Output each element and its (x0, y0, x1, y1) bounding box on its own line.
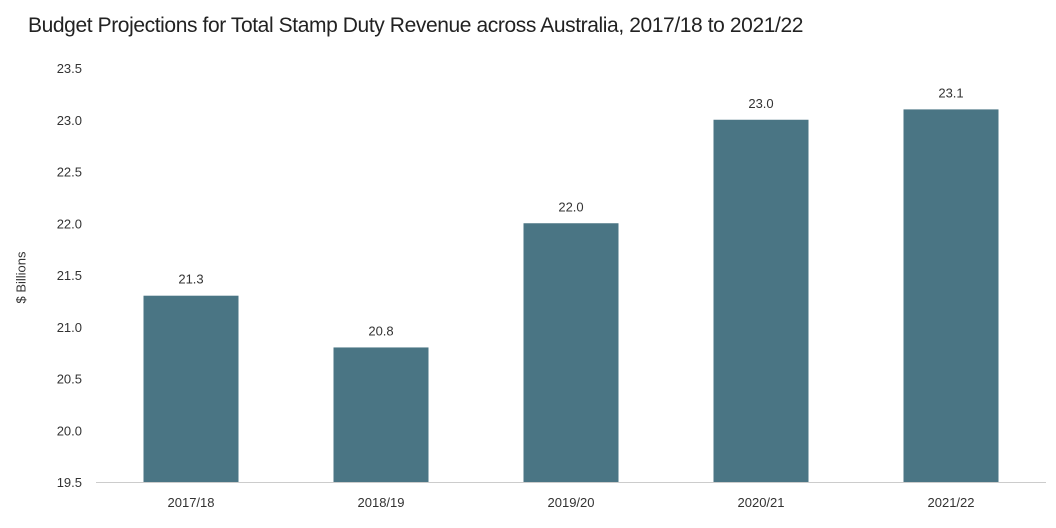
x-tick-label: 2017/18 (168, 495, 215, 510)
bar (143, 295, 239, 482)
y-tick-label: 22.5 (57, 165, 82, 180)
bars (143, 109, 999, 483)
y-tick-label: 20.0 (57, 423, 82, 438)
x-tick-label: 2018/19 (358, 495, 405, 510)
data-label: 23.0 (748, 96, 773, 111)
bar (333, 347, 429, 482)
y-tick-label: 20.5 (57, 372, 82, 387)
bar (903, 109, 999, 483)
x-tick-label: 2020/21 (738, 495, 785, 510)
y-tick-label: 22.0 (57, 216, 82, 231)
data-label: 22.0 (558, 199, 583, 214)
x-axis: 2017/18 2018/19 2019/20 2020/21 2021/22 (168, 495, 975, 510)
data-label: 21.3 (178, 272, 203, 287)
y-tick-label: 21.0 (57, 320, 82, 335)
y-tick-label: 19.5 (57, 475, 82, 490)
chart-title: Budget Projections for Total Stamp Duty … (28, 14, 804, 37)
bar (713, 119, 809, 482)
y-tick-label: 23.5 (57, 61, 82, 76)
y-axis: 19.5 20.0 20.5 21.0 21.5 22.0 22.5 23.0 23.5 (57, 61, 82, 490)
x-tick-label: 2021/22 (928, 495, 975, 510)
data-label: 20.8 (368, 323, 393, 338)
x-tick-label: 2019/20 (548, 495, 595, 510)
data-labels: 21.3 20.8 22.0 23.0 23.1 (178, 85, 963, 338)
y-tick-label: 23.0 (57, 113, 82, 128)
data-label: 23.1 (938, 85, 963, 100)
y-tick-label: 21.5 (57, 268, 82, 283)
bar (523, 223, 619, 482)
